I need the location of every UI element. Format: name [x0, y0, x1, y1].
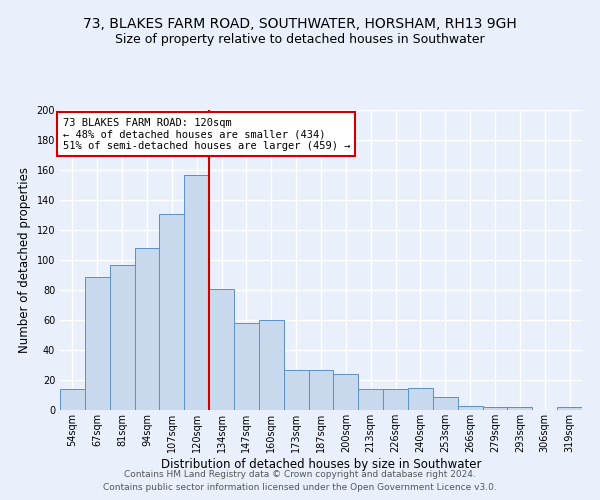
Bar	[209, 288, 234, 410]
Bar	[508, 407, 532, 410]
Bar	[358, 389, 383, 410]
Bar	[308, 370, 334, 410]
Bar	[85, 276, 110, 410]
Bar	[234, 323, 259, 410]
Bar	[408, 388, 433, 410]
Bar	[60, 389, 85, 410]
Bar	[433, 396, 458, 410]
Bar	[482, 407, 508, 410]
Bar	[134, 248, 160, 410]
Bar	[259, 320, 284, 410]
Bar	[383, 389, 408, 410]
Bar	[334, 374, 358, 410]
Bar	[458, 406, 482, 410]
Text: Contains public sector information licensed under the Open Government Licence v3: Contains public sector information licen…	[103, 484, 497, 492]
X-axis label: Distribution of detached houses by size in Southwater: Distribution of detached houses by size …	[161, 458, 481, 470]
Text: Size of property relative to detached houses in Southwater: Size of property relative to detached ho…	[115, 32, 485, 46]
Text: 73 BLAKES FARM ROAD: 120sqm
← 48% of detached houses are smaller (434)
51% of se: 73 BLAKES FARM ROAD: 120sqm ← 48% of det…	[62, 118, 350, 150]
Bar	[110, 264, 134, 410]
Text: 73, BLAKES FARM ROAD, SOUTHWATER, HORSHAM, RH13 9GH: 73, BLAKES FARM ROAD, SOUTHWATER, HORSHA…	[83, 18, 517, 32]
Bar	[284, 370, 308, 410]
Bar	[557, 407, 582, 410]
Y-axis label: Number of detached properties: Number of detached properties	[18, 167, 31, 353]
Text: Contains HM Land Registry data © Crown copyright and database right 2024.: Contains HM Land Registry data © Crown c…	[124, 470, 476, 479]
Bar	[160, 214, 184, 410]
Bar	[184, 174, 209, 410]
